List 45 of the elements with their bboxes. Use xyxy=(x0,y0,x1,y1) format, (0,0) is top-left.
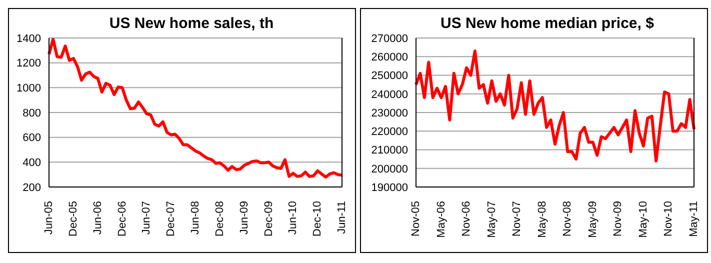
x-tick-label: Jun-07 xyxy=(140,201,153,235)
x-tick-label: Jun-06 xyxy=(92,201,104,235)
x-tick-label: May-09 xyxy=(586,201,599,238)
x-tick-label: Dec-08 xyxy=(214,201,226,236)
y-tick-label: 1000 xyxy=(16,82,41,95)
x-tick-label: Jun-05 xyxy=(43,201,55,235)
y-tick-label: 1200 xyxy=(16,58,41,70)
x-tick-label: Dec-07 xyxy=(165,201,178,236)
x-tick-label: Dec-06 xyxy=(116,201,128,236)
y-tick-label: 800 xyxy=(22,107,41,120)
y-tick-label: 230000 xyxy=(371,107,408,120)
x-tick-label: Dec-10 xyxy=(312,201,324,236)
x-tick-label: Jun-09 xyxy=(238,201,250,235)
x-tick-label: May-07 xyxy=(486,201,498,238)
y-tick-label: 260000 xyxy=(371,52,408,64)
x-tick-label: May-08 xyxy=(536,201,548,238)
x-tick-label: Nov-09 xyxy=(612,201,624,236)
y-tick-label: 200 xyxy=(22,182,41,194)
x-tick-label: Nov-06 xyxy=(460,201,473,236)
y-tick-label: 240000 xyxy=(371,88,408,101)
x-tick-label: May-10 xyxy=(637,201,650,238)
chart-title: US New home median price, $ xyxy=(440,14,655,32)
y-tick-label: 200000 xyxy=(371,163,408,176)
y-tick-label: 270000 xyxy=(371,32,408,45)
x-tick-label: Nov-10 xyxy=(662,201,675,236)
line-series xyxy=(48,38,344,179)
x-tick-label: Nov-08 xyxy=(562,201,574,236)
x-tick-label: Jun-11 xyxy=(336,201,348,234)
x-tick-label: Dec-05 xyxy=(67,201,80,236)
y-tick-label: 400 xyxy=(22,157,41,170)
y-tick-label: 600 xyxy=(22,132,41,144)
x-tick-label: Dec-09 xyxy=(262,201,275,236)
x-tick-label: Nov-07 xyxy=(511,201,524,236)
x-tick-label: Jun-08 xyxy=(190,201,202,235)
y-tick-label: 190000 xyxy=(371,182,408,194)
x-tick-label: May-11 xyxy=(688,201,700,237)
y-tick-label: 210000 xyxy=(371,144,408,157)
y-tick-label: 250000 xyxy=(371,70,408,82)
x-tick-label: Nov-05 xyxy=(410,201,422,236)
y-tick-label: 220000 xyxy=(371,126,408,138)
line-series xyxy=(414,50,696,162)
y-tick-label: 1400 xyxy=(16,32,41,45)
x-tick-label: May-06 xyxy=(435,201,448,238)
chart-title: US New home sales, th xyxy=(108,14,275,32)
x-tick-label: Jun-10 xyxy=(287,201,300,235)
